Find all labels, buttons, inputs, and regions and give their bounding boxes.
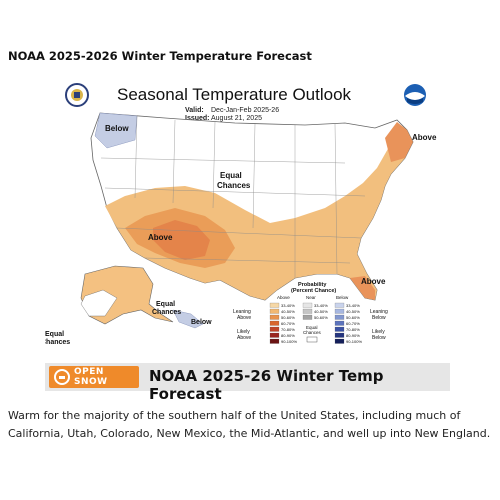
- issued-value: August 21, 2025: [211, 115, 262, 122]
- legend-above-swatch: [269, 332, 280, 338]
- open-snow-logo-text: OPEN SNOW: [74, 367, 108, 387]
- legend-above-range-label: 70-80%: [281, 327, 295, 332]
- legend-above-swatch: [269, 326, 280, 332]
- legend-leaning-below: Leaning: [370, 309, 388, 315]
- legend-likely-above: Likely: [237, 329, 250, 335]
- legend-above-range-label: 50-60%: [281, 315, 295, 320]
- above-northeast-region: [385, 122, 413, 162]
- open-snow-mark-icon: [54, 369, 70, 385]
- legend-near-swatches: 33-40%40-50%50-60%: [302, 302, 328, 320]
- label-equal-chances-center-2: Chances: [217, 181, 251, 190]
- label-equal-chances-center-1: Equal: [220, 171, 242, 180]
- legend-below-swatch: [334, 338, 345, 344]
- legend-below-swatch: [334, 302, 345, 308]
- legend-likely-above-2: Above: [237, 335, 251, 341]
- label-above-southwest: Above: [148, 233, 173, 242]
- legend-title-1: Probability: [298, 282, 327, 288]
- probability-legend: Probability (Percent Chance) Above Near …: [233, 282, 388, 344]
- page-title: NOAA 2025-2026 Winter Temperature Foreca…: [8, 49, 312, 63]
- label-equal-chances-hawaii-1: Equal: [45, 331, 64, 338]
- legend-near-range-label: 40-50%: [314, 309, 328, 314]
- legend-equal-chances-2: Chances: [303, 330, 322, 335]
- legend-below-range-label: 33-40%: [346, 303, 360, 308]
- above-florida-region: [350, 276, 375, 300]
- alaska-below-region: [172, 309, 204, 329]
- banner-title: NOAA 2025-26 Winter Temp Forecast: [149, 367, 384, 403]
- legend-equal-swatch: [306, 336, 318, 343]
- legend-above-swatch: [269, 308, 280, 314]
- legend-above-swatch: [269, 338, 280, 344]
- label-above-florida: Above: [361, 277, 386, 286]
- open-snow-banner: OPEN SNOW NOAA 2025-26 Winter Temp Forec…: [45, 363, 450, 403]
- legend-leaning-below-2: Below: [372, 315, 386, 321]
- open-snow-logo: OPEN SNOW: [49, 366, 139, 388]
- issued-label: Issued:: [185, 115, 210, 122]
- legend-likely-below-2: Below: [372, 335, 386, 341]
- legend-near-range-label: 50-60%: [314, 315, 328, 320]
- legend-header-near: Near: [306, 295, 316, 300]
- legend-header-below: Below: [336, 295, 349, 300]
- legend-equal-chances: Equal: [306, 325, 318, 330]
- label-below-alaska: Below: [191, 319, 212, 326]
- legend-title-2: (Percent Chance): [291, 288, 336, 294]
- legend-below-swatch: [334, 320, 345, 326]
- legend-near-swatch: [302, 308, 313, 314]
- legend-likely-below: Likely: [372, 329, 385, 335]
- label-equal-chances-hawaii-2: Chances: [45, 339, 70, 346]
- below-northwest-region: [94, 112, 138, 149]
- doc-seal-icon: [65, 83, 89, 107]
- label-equal-chances-alaska-2: Chances: [152, 309, 181, 316]
- legend-below-range-label: 70-80%: [346, 327, 360, 332]
- legend-above-range-label: 90-100%: [281, 339, 297, 344]
- valid-label: Valid:: [185, 107, 204, 114]
- label-equal-chances-alaska-1: Equal: [156, 301, 175, 308]
- label-below-northwest: Below: [105, 124, 129, 133]
- legend-below-swatch: [334, 332, 345, 338]
- legend-near-swatch: [302, 314, 313, 320]
- legend-above-range-label: 60-70%: [281, 321, 295, 326]
- legend-above-swatch: [269, 320, 280, 326]
- legend-below-range-label: 90-100%: [346, 339, 362, 344]
- legend-header-above: Above: [277, 295, 290, 300]
- legend-below-swatch: [334, 314, 345, 320]
- outlook-map: Seasonal Temperature Outlook Valid: Dec-…: [45, 83, 437, 346]
- outlook-map-panel: Seasonal Temperature Outlook Valid: Dec-…: [45, 78, 450, 358]
- legend-below-range-label: 60-70%: [346, 321, 360, 326]
- legend-below-range-label: 80-90%: [346, 333, 360, 338]
- label-above-northeast: Above: [412, 133, 437, 142]
- legend-above-range-label: 40-50%: [281, 309, 295, 314]
- legend-leaning-above: Leaning: [233, 309, 251, 315]
- legend-above-range-label: 80-90%: [281, 333, 295, 338]
- legend-below-range-label: 50-60%: [346, 315, 360, 320]
- legend-leaning-above-2: Above: [237, 315, 251, 321]
- legend-below-range-label: 40-50%: [346, 309, 360, 314]
- state-borders: [100, 115, 366, 278]
- legend-below-swatches: 33-40%40-50%50-60%60-70%70-80%80-90%90-1…: [334, 302, 362, 344]
- legend-below-swatch: [334, 308, 345, 314]
- valid-value: Dec-Jan-Feb 2025-26: [211, 107, 279, 114]
- legend-above-range-label: 33-40%: [281, 303, 295, 308]
- noaa-logo-icon: [404, 84, 426, 106]
- legend-below-swatch: [334, 326, 345, 332]
- legend-near-swatch: [302, 302, 313, 308]
- legend-above-swatches: 33-40%40-50%50-60%60-70%70-80%80-90%90-1…: [269, 302, 297, 344]
- caption: Warm for the majority of the southern ha…: [8, 409, 491, 440]
- legend-near-range-label: 33-40%: [314, 303, 328, 308]
- alaska-white-region: [80, 289, 118, 317]
- map-title: Seasonal Temperature Outlook: [117, 85, 352, 104]
- legend-above-swatch: [269, 302, 280, 308]
- legend-above-swatch: [269, 314, 280, 320]
